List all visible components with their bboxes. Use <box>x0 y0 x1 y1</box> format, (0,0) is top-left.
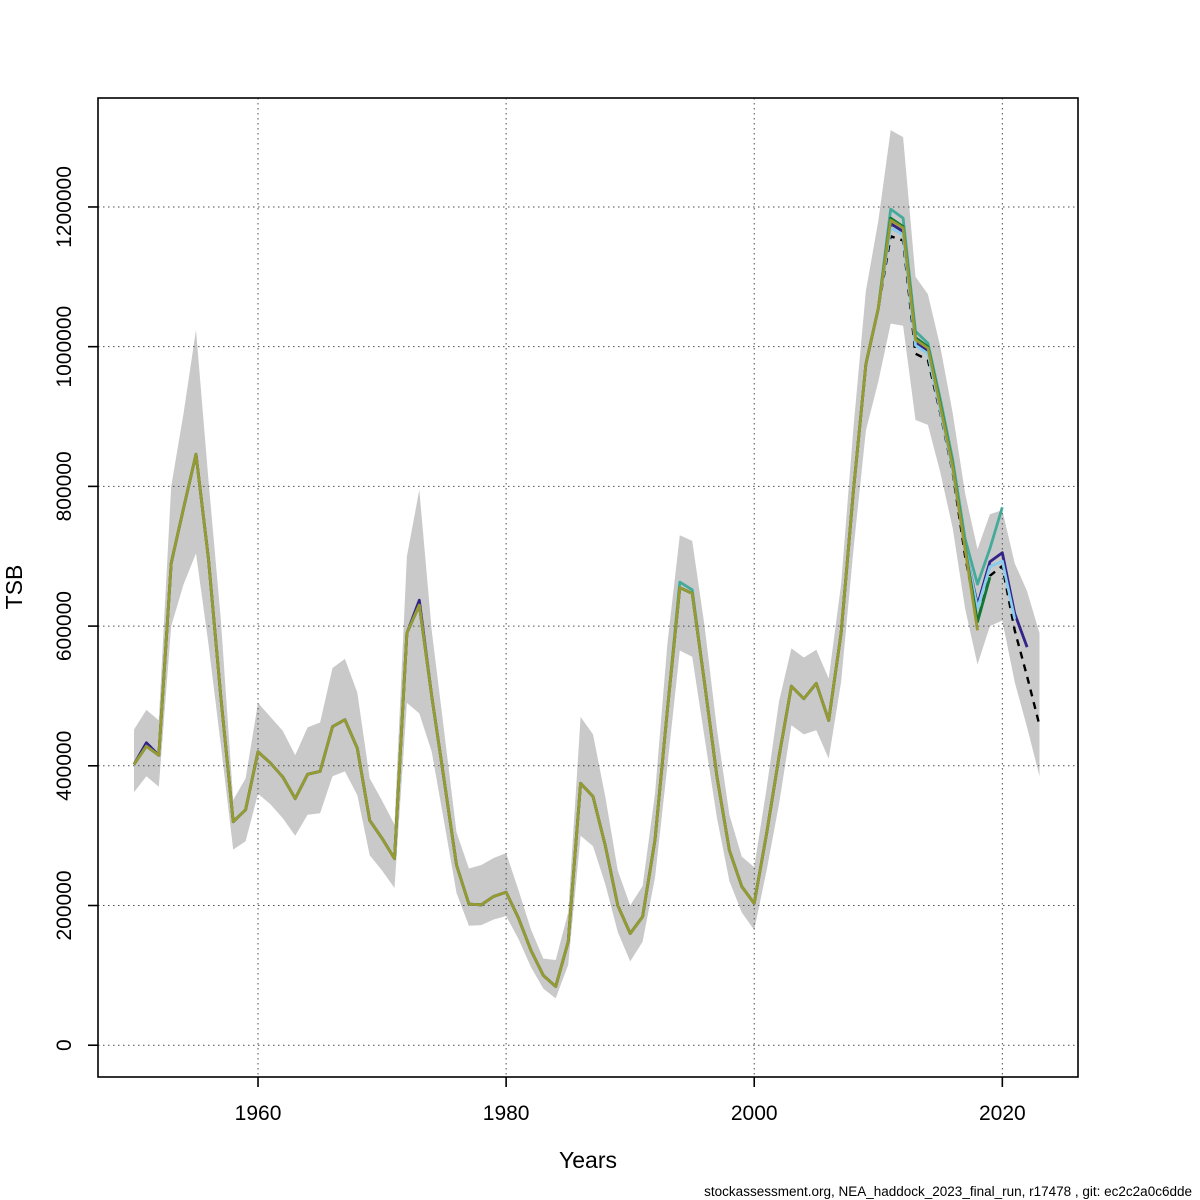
y-tick-label-1000000: 1000000 <box>53 306 76 388</box>
y-axis-ticks <box>88 206 98 1047</box>
y-tick-label-600000: 600000 <box>53 591 76 661</box>
confidence-band-polygon <box>134 130 1040 999</box>
x-tick-label-2020: 2020 <box>979 1102 1026 1125</box>
x-axis-ticks <box>257 1077 1004 1087</box>
retro-peel-2022-line <box>132 222 1029 988</box>
x-tick-label-1960: 1960 <box>235 1102 282 1125</box>
x-axis-tick-labels: 1960 1980 2000 2020 <box>235 1102 1026 1125</box>
y-tick-label-800000: 800000 <box>53 451 76 521</box>
x-tick-label-2000: 2000 <box>731 1102 778 1125</box>
footer-citation: stockassessment.org, NEA_haddock_2023_fi… <box>704 1184 1192 1199</box>
current-run-2023-line <box>133 235 1041 988</box>
y-axis-title: TSB <box>1 565 27 610</box>
x-axis-title: Years <box>559 1147 617 1173</box>
y-tick-label-1200000: 1200000 <box>53 166 76 248</box>
retro-peel-2019-line <box>132 216 992 988</box>
series-lines <box>132 207 1041 988</box>
y-tick-label-400000: 400000 <box>53 731 76 801</box>
plot-frame-box <box>97 97 1079 1078</box>
confidence-band <box>134 130 1040 999</box>
gridlines <box>98 98 1078 1077</box>
y-tick-label-200000: 200000 <box>53 870 76 940</box>
retro-peel-2018-line <box>132 218 979 988</box>
x-tick-label-1980: 1980 <box>483 1102 530 1125</box>
y-tick-label-0: 0 <box>53 1039 76 1051</box>
y-axis-tick-labels: 0 200000 400000 600000 800000 1000000 1200000 <box>53 166 76 1051</box>
